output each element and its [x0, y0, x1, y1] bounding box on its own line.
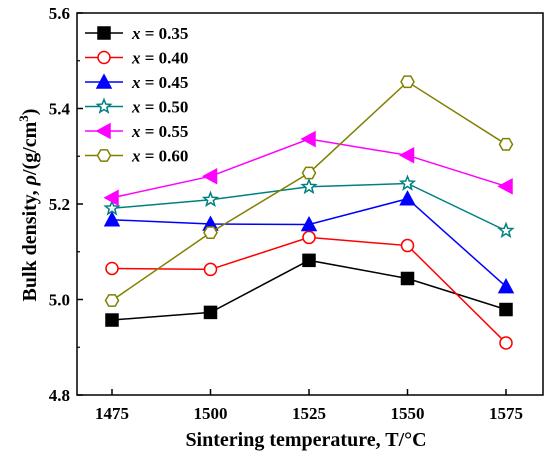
data-point: [398, 174, 417, 191]
data-point: [399, 190, 416, 206]
data-point: [203, 305, 218, 320]
legend-marker: [95, 73, 113, 89]
data-point: [498, 137, 514, 151]
data-point: [499, 336, 513, 350]
x-tick-label: 1575: [489, 404, 523, 423]
legend-label-var: x: [131, 24, 141, 43]
legend-item: x = 0.50: [85, 97, 188, 117]
legend-label-var: x: [131, 49, 141, 68]
legend-marker: [97, 26, 111, 40]
y-tick-label: 5.0: [49, 291, 70, 310]
legend-item: x = 0.55: [85, 122, 188, 141]
legend-label-var: x: [131, 98, 141, 117]
data-point: [103, 199, 121, 216]
legend-label: x = 0.45: [131, 73, 188, 92]
data-point: [499, 302, 513, 317]
x-tick-label: 1550: [391, 404, 425, 423]
y-axis-label-rho: ρ: [19, 175, 41, 186]
legend-marker: [97, 50, 111, 65]
data-point: [300, 130, 316, 148]
series-x-0-40: [105, 230, 513, 350]
legend-label-eq: = 0.60: [141, 147, 189, 166]
data-point: [400, 271, 415, 286]
data-point: [400, 75, 415, 89]
data-point: [105, 313, 119, 327]
data-point: [203, 262, 218, 277]
data-point: [105, 261, 119, 276]
legend-item: x = 0.35: [85, 24, 188, 43]
legend-item: x = 0.45: [85, 73, 188, 92]
data-point: [302, 253, 316, 268]
y-axis-label-units: /(g/cm: [19, 121, 41, 176]
data-point: [300, 215, 318, 232]
plot-frame: [76, 12, 544, 396]
data-point: [104, 294, 120, 307]
legend-label-eq: = 0.45: [141, 73, 189, 92]
series-x-0-55: [103, 130, 513, 207]
legend-label: x = 0.55: [131, 122, 188, 141]
legend: x = 0.35x = 0.40x = 0.45x = 0.50x = 0.55…: [85, 24, 188, 166]
y-axis-label-close: ): [19, 109, 41, 116]
data-point: [203, 226, 218, 240]
x-axis-label: Sintering temperature, T/°C: [185, 429, 426, 451]
data-point: [103, 189, 119, 207]
legend-label: x = 0.40: [131, 49, 188, 68]
plot-area: [76, 12, 544, 396]
data-point: [201, 168, 218, 185]
x-tick-label: 1475: [95, 404, 129, 423]
legend-label-eq: = 0.40: [141, 49, 189, 68]
data-point: [301, 166, 317, 180]
legend-marker: [95, 97, 113, 114]
y-axis-label: Bulk density, ρ/(g/cm3): [16, 109, 41, 302]
legend-label-var: x: [131, 147, 141, 166]
data-point: [201, 190, 220, 208]
data-point: [497, 178, 513, 195]
data-point: [300, 177, 318, 195]
y-tick-label: 5.4: [49, 100, 71, 119]
legend-label: x = 0.60: [131, 147, 188, 166]
y-tick-label: 5.6: [49, 4, 70, 23]
legend-label: x = 0.50: [131, 98, 188, 117]
legend-label: x = 0.35: [131, 24, 188, 43]
legend-label-eq: = 0.35: [141, 24, 189, 43]
x-tick-label: 1525: [292, 404, 326, 423]
x-tick-label: 1500: [194, 404, 228, 423]
data-point: [497, 221, 515, 239]
series-x-0-45: [103, 190, 515, 294]
y-tick-label: 4.8: [49, 386, 70, 405]
legend-item: x = 0.40: [85, 49, 188, 68]
legend-label-eq: = 0.55: [141, 122, 189, 141]
series-x-0-60: [104, 75, 514, 307]
legend-marker: [95, 122, 111, 140]
legend-label-var: x: [131, 122, 141, 141]
data-point: [103, 211, 121, 227]
legend-label-eq: = 0.50: [141, 98, 189, 117]
series-layer: [103, 75, 515, 350]
legend-label-var: x: [131, 73, 141, 92]
series-x-0-35: [105, 253, 513, 327]
data-point: [398, 147, 415, 164]
data-point: [302, 230, 316, 245]
series-x-0-50: [103, 174, 515, 239]
legend-marker: [96, 149, 112, 162]
y-axis-label-sup: 3: [16, 115, 31, 122]
data-point: [497, 278, 515, 294]
y-axis-label-main: Bulk density,: [19, 185, 41, 301]
y-tick-label: 5.2: [49, 195, 70, 214]
legend-item: x = 0.60: [85, 147, 188, 166]
axes: 4.8 5.0 5.2 5.4 5.6 1475 1500 1525 1550 1575: [49, 4, 523, 423]
data-point: [400, 238, 415, 253]
